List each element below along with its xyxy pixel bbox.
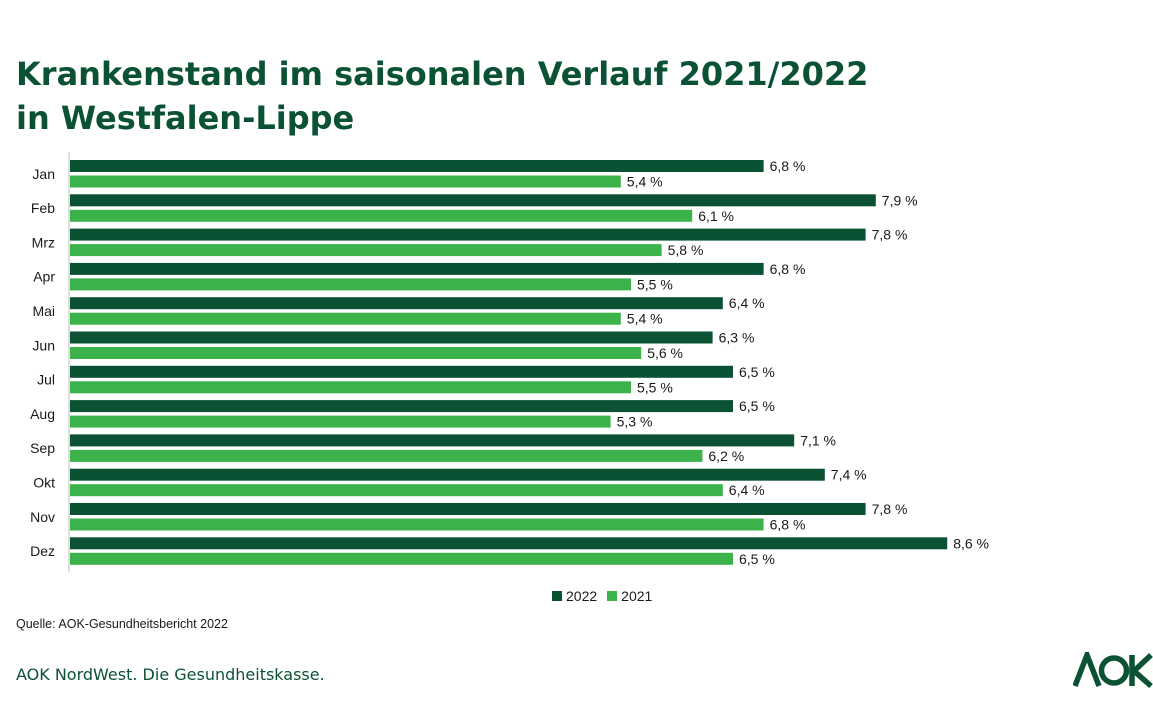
category-label: Feb bbox=[31, 200, 55, 216]
data-label-2022: 7,1 % bbox=[800, 432, 836, 448]
bar-2022 bbox=[70, 194, 876, 207]
category-label: Nov bbox=[30, 509, 55, 525]
category-label: Apr bbox=[33, 269, 55, 285]
data-label-2021: 6,2 % bbox=[708, 448, 744, 464]
category-label: Mai bbox=[32, 303, 55, 319]
data-label-2022: 6,8 % bbox=[770, 158, 806, 174]
data-label-2022: 6,5 % bbox=[739, 398, 775, 414]
data-label-2021: 6,5 % bbox=[739, 551, 775, 567]
data-label-2022: 6,3 % bbox=[719, 330, 755, 346]
aok-logo bbox=[1073, 652, 1153, 688]
data-label-2022: 8,6 % bbox=[953, 535, 989, 551]
bar-2021 bbox=[70, 244, 662, 257]
category-label: Jun bbox=[32, 337, 55, 353]
chart-title: Krankenstand im saisonalen Verlauf 2021/… bbox=[16, 52, 1016, 140]
category-label: Aug bbox=[30, 406, 55, 422]
data-label-2022: 6,8 % bbox=[770, 261, 806, 277]
bar-2022 bbox=[70, 434, 795, 447]
bar-2022 bbox=[70, 160, 764, 172]
category-label: Jul bbox=[37, 372, 55, 388]
data-label-2021: 5,8 % bbox=[668, 242, 704, 258]
data-label-2021: 6,1 % bbox=[698, 208, 734, 224]
category-label: Sep bbox=[30, 440, 55, 456]
bar-2021 bbox=[70, 278, 631, 291]
bar-2022 bbox=[70, 331, 713, 344]
bar-2021 bbox=[70, 415, 611, 428]
bar-2021 bbox=[70, 484, 723, 497]
category-label: Okt bbox=[33, 474, 55, 490]
data-label-2021: 5,5 % bbox=[637, 276, 673, 292]
footer-tagline: AOK NordWest. Die Gesundheitskasse. bbox=[16, 665, 325, 684]
legend-label-2021: 2021 bbox=[621, 588, 653, 604]
category-label: Dez bbox=[30, 543, 55, 559]
data-label-2022: 7,4 % bbox=[831, 467, 867, 483]
chart-title-line-1: Krankenstand im saisonalen Verlauf 2021/… bbox=[16, 55, 869, 93]
source-note: Quelle: AOK-Gesundheitsbericht 2022 bbox=[16, 617, 228, 631]
category-label: Jan bbox=[32, 166, 55, 182]
bar-2022 bbox=[70, 468, 825, 481]
bar-2022 bbox=[70, 297, 723, 310]
data-label-2021: 6,4 % bbox=[729, 482, 765, 498]
bar-2021 bbox=[70, 312, 621, 325]
legend-item-2022: 2022 bbox=[552, 588, 597, 604]
bar-chart: Jan 6,8 % 5,4 % Feb 7,9 % 6,1 % Mrz 7,8 % 5,8 % A… bbox=[30, 152, 989, 572]
bar-2022 bbox=[70, 228, 866, 241]
legend-label-2022: 2022 bbox=[566, 588, 598, 604]
data-label-2021: 6,8 % bbox=[770, 517, 806, 533]
category-label: Mrz bbox=[32, 234, 55, 250]
bar-2022 bbox=[70, 262, 764, 275]
legend-item-2021: 2021 bbox=[607, 588, 652, 604]
bar-2021 bbox=[70, 347, 642, 359]
legend-swatch-2022 bbox=[552, 591, 562, 601]
bar-2022 bbox=[70, 400, 733, 413]
data-label-2022: 6,5 % bbox=[739, 364, 775, 380]
chart-legend: 2022 2021 bbox=[552, 588, 662, 604]
bar-2022 bbox=[70, 537, 948, 550]
data-label-2022: 6,4 % bbox=[729, 295, 765, 311]
bar-2022 bbox=[70, 503, 866, 515]
bar-2021 bbox=[70, 518, 764, 531]
data-label-2021: 5,3 % bbox=[617, 414, 653, 430]
data-label-2022: 7,8 % bbox=[872, 227, 908, 243]
bar-2021 bbox=[70, 449, 703, 462]
data-label-2021: 5,5 % bbox=[637, 379, 673, 395]
bar-2021 bbox=[70, 552, 733, 565]
data-label-2021: 5,6 % bbox=[647, 345, 683, 361]
bar-2022 bbox=[70, 365, 733, 378]
data-label-2021: 5,4 % bbox=[627, 174, 663, 190]
data-label-2022: 7,8 % bbox=[872, 501, 908, 517]
chart-title-line-2: in Westfalen-Lippe bbox=[16, 99, 355, 137]
data-label-2021: 5,4 % bbox=[627, 311, 663, 327]
legend-swatch-2021 bbox=[607, 591, 618, 601]
data-label-2022: 7,9 % bbox=[882, 192, 918, 208]
bar-2021 bbox=[70, 381, 631, 394]
bar-2021 bbox=[70, 175, 621, 188]
bar-2021 bbox=[70, 209, 693, 222]
